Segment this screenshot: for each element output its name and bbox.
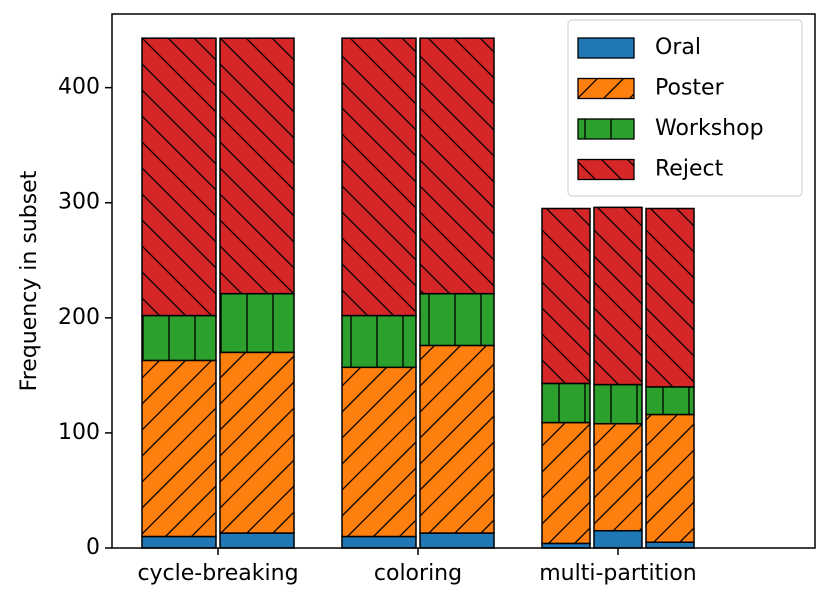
- bar-segment: [419, 532, 495, 549]
- legend-label: Oral: [655, 35, 701, 60]
- bar-segment: [419, 37, 495, 295]
- y-axis-label: Frequency in subset: [17, 170, 42, 391]
- x-tick-label: multi-partition: [539, 561, 697, 586]
- bar-segment: [593, 529, 643, 549]
- y-tick-label: 400: [58, 75, 100, 100]
- legend-box: [567, 19, 803, 197]
- bar-segment: [541, 382, 591, 424]
- y-tick-label: 200: [58, 305, 100, 330]
- bar-segment: [219, 532, 295, 549]
- legend-swatch: [577, 118, 635, 140]
- bar-segment: [645, 386, 695, 416]
- bar-segment: [645, 541, 695, 549]
- bar-segment: [541, 421, 591, 545]
- bar-segment: [593, 206, 643, 386]
- legend-swatch: [577, 77, 635, 100]
- bar-segment: [341, 366, 417, 538]
- x-tick-label: coloring: [374, 561, 462, 586]
- bar-segment: [645, 207, 695, 388]
- bar-segment: [341, 314, 417, 369]
- bar-segment: [141, 535, 217, 549]
- legend-label: Workshop: [655, 116, 764, 141]
- bar-segment: [219, 351, 295, 534]
- bar-segment: [541, 207, 591, 385]
- y-tick-label: 0: [86, 535, 100, 560]
- bar-segment: [141, 37, 217, 317]
- bar-segment: [341, 37, 417, 317]
- bar-segment: [219, 292, 295, 354]
- axes-frame: [111, 13, 816, 549]
- bar-segment: [419, 292, 495, 347]
- legend-swatch: [577, 158, 635, 181]
- bar-segment: [419, 344, 495, 534]
- y-tick-label: 300: [58, 190, 100, 215]
- x-tick-label: cycle-breaking: [137, 561, 298, 586]
- legend-label: Poster: [655, 76, 725, 101]
- bar-segment: [593, 383, 643, 425]
- legend-label: Reject: [655, 157, 724, 182]
- bar-segment: [341, 535, 417, 549]
- bar-segment: [219, 37, 295, 295]
- plot-area: [141, 37, 695, 549]
- legend: Oral Poster Workshop Reject: [567, 19, 803, 197]
- y-tick-label: 100: [58, 420, 100, 445]
- bar-segment: [645, 413, 695, 543]
- bar-segment: [593, 422, 643, 532]
- legend-swatch: [577, 37, 635, 59]
- bar-segment: [141, 314, 217, 362]
- bar-segment: [141, 359, 217, 538]
